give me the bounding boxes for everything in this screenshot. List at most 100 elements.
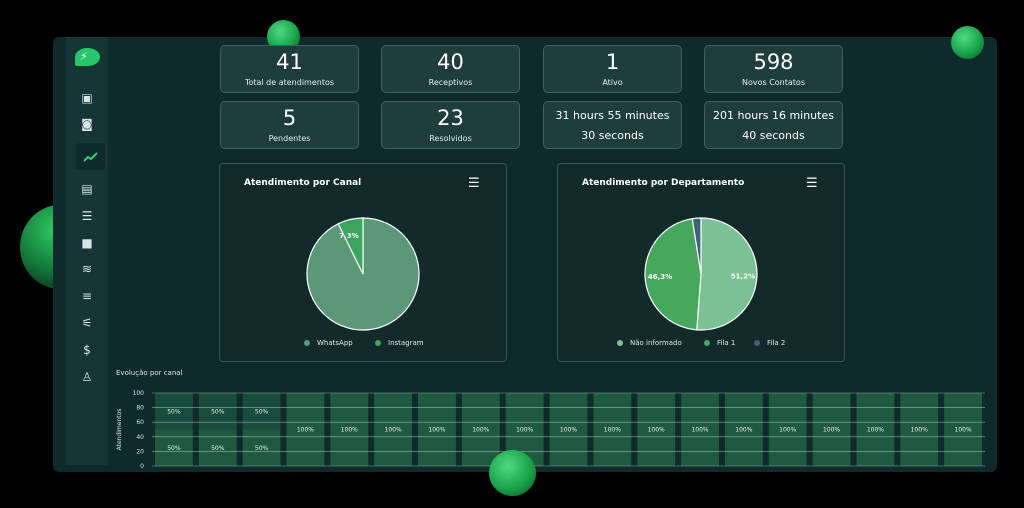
stat-value: 1 <box>605 50 620 74</box>
pie-data-label: 7,3% <box>339 232 358 240</box>
legend-item-nao-informado[interactable]: Não informado <box>617 339 682 347</box>
bar[interactable] <box>286 393 325 466</box>
stat-label: Novos Contatos <box>741 78 805 87</box>
tasks-icon[interactable]: ☰ <box>81 209 93 223</box>
pie-slice-fila-2[interactable] <box>691 217 702 275</box>
bar-segment-top[interactable] <box>155 393 193 430</box>
legend-item-fila2[interactable]: Fila 2 <box>754 339 785 347</box>
panel-atendimento-canal: 7,3% Atendimento por Canal ☰ WhatsApp In… <box>219 163 507 362</box>
pie-slice-não-informado[interactable] <box>696 217 758 331</box>
stat-value: 41 <box>276 50 303 74</box>
bar-data-label: 100% <box>911 427 928 434</box>
bar[interactable] <box>812 393 851 466</box>
pie-chart-departamento: 51,2% 46,3% <box>644 217 758 331</box>
kanban-icon[interactable]: ▤ <box>81 182 93 196</box>
bar-data-label: 100% <box>385 427 402 434</box>
legend-swatch <box>617 340 623 346</box>
bar[interactable] <box>418 393 456 466</box>
legend-label: WhatsApp <box>317 339 353 347</box>
sidebar: ⚡ ▣ ◙ ▤ ☰ ■ ≋ ≡ ⚟ $ ♙ <box>66 37 108 465</box>
bar-data-label: 100% <box>516 427 533 434</box>
stat-card-receptivos: 40 Receptivos <box>381 45 520 93</box>
bar[interactable] <box>593 393 632 466</box>
legend-item-instagram[interactable]: Instagram <box>375 339 424 347</box>
bar[interactable] <box>549 393 588 466</box>
bar-segment-bottom[interactable] <box>198 429 237 467</box>
bar-data-label: 50% <box>167 445 181 452</box>
trend-chart-icon <box>82 151 98 162</box>
legend-label: Fila 1 <box>717 339 736 347</box>
stat-value: 23 <box>437 106 464 130</box>
menu-icon[interactable]: ☰ <box>468 176 480 191</box>
legend-label: Não informado <box>630 339 682 347</box>
chart-title: Atendimento por Canal <box>244 178 362 188</box>
connections-icon[interactable]: ≋ <box>81 262 93 276</box>
legend-swatch <box>375 340 381 346</box>
bar[interactable] <box>944 393 982 466</box>
bar-data-label: 100% <box>823 427 840 434</box>
dashboard-icon[interactable] <box>76 143 105 170</box>
finance-icon[interactable]: $ <box>83 343 91 357</box>
bar-data-label: 100% <box>428 427 445 434</box>
briefcase-icon[interactable]: ■ <box>81 236 93 250</box>
settings-sliders-icon[interactable]: ⚟ <box>81 316 93 330</box>
stat-label: Resolvidos <box>429 134 472 143</box>
bar-data-label: 100% <box>472 427 489 434</box>
stat-time-line1: 201 hours 16 minutes <box>713 109 834 122</box>
y-tick-label: 20 <box>136 448 144 455</box>
org-chart-icon[interactable]: ♙ <box>81 370 93 384</box>
bar[interactable] <box>681 393 719 466</box>
legend-label: Instagram <box>388 339 424 347</box>
stat-value: 5 <box>282 106 297 130</box>
legend-label: Fila 2 <box>767 339 786 347</box>
queues-icon[interactable]: ≡ <box>81 289 93 303</box>
stat-label: Receptivos <box>428 78 473 87</box>
stat-card-tempo-medio-1: 31 hours 55 minutes 30 seconds <box>543 101 682 149</box>
bar-segment-top[interactable] <box>198 393 237 430</box>
bar[interactable] <box>637 393 676 466</box>
bar-data-label: 50% <box>255 445 269 452</box>
menu-icon[interactable]: ☰ <box>806 176 818 191</box>
y-tick-label: 60 <box>136 419 144 426</box>
bar[interactable] <box>900 393 939 466</box>
stat-time-line1: 31 hours 55 minutes <box>555 109 670 122</box>
bar-data-label: 100% <box>604 427 621 434</box>
legend-swatch <box>304 340 310 346</box>
stat-card-resolvidos: 23 Resolvidos <box>381 101 520 149</box>
chat-icon[interactable]: ▣ <box>81 91 93 105</box>
bar-segment-top[interactable] <box>242 393 281 430</box>
bar-data-label: 100% <box>735 427 752 434</box>
stat-card-tempo-medio-2: 201 hours 16 minutes 40 seconds <box>704 101 843 149</box>
bar-data-label: 50% <box>167 408 181 415</box>
y-tick-label: 80 <box>136 405 144 412</box>
bar[interactable] <box>330 393 369 466</box>
bar-data-label: 100% <box>341 427 358 434</box>
bar-segment-bottom[interactable] <box>242 429 281 467</box>
legend-item-fila1[interactable]: Fila 1 <box>704 339 735 347</box>
bar[interactable] <box>461 393 500 466</box>
stat-value: 40 <box>437 50 464 74</box>
pie-slice-whatsapp[interactable] <box>306 217 420 331</box>
legend-swatch <box>704 340 710 346</box>
chart-title: Atendimento por Departamento <box>582 178 745 188</box>
bar-data-label: 50% <box>255 408 269 415</box>
stat-value: 598 <box>753 50 794 74</box>
bar[interactable] <box>374 393 413 466</box>
pie-chart-canal: 7,3% <box>306 217 420 331</box>
bar[interactable] <box>724 393 763 466</box>
stat-time-line2: 30 seconds <box>581 129 644 142</box>
pie-slice-fila-1[interactable] <box>644 218 702 331</box>
contacts-icon[interactable]: ◙ <box>81 117 93 131</box>
legend-item-whatsapp[interactable]: WhatsApp <box>304 339 353 347</box>
stat-card-total: 41 Total de atendimentos <box>220 45 359 93</box>
y-axis-label: Atendimentos <box>116 409 123 451</box>
pie-slice-instagram[interactable] <box>337 217 364 275</box>
legend-swatch <box>754 340 760 346</box>
bar[interactable] <box>856 393 895 466</box>
decorative-circle <box>951 26 984 59</box>
bar[interactable] <box>768 393 807 466</box>
pie-data-label: 46,3% <box>648 273 672 281</box>
bar-data-label: 100% <box>648 427 665 434</box>
bar-segment-bottom[interactable] <box>155 429 193 467</box>
pie-data-label: 51,2% <box>731 273 755 281</box>
